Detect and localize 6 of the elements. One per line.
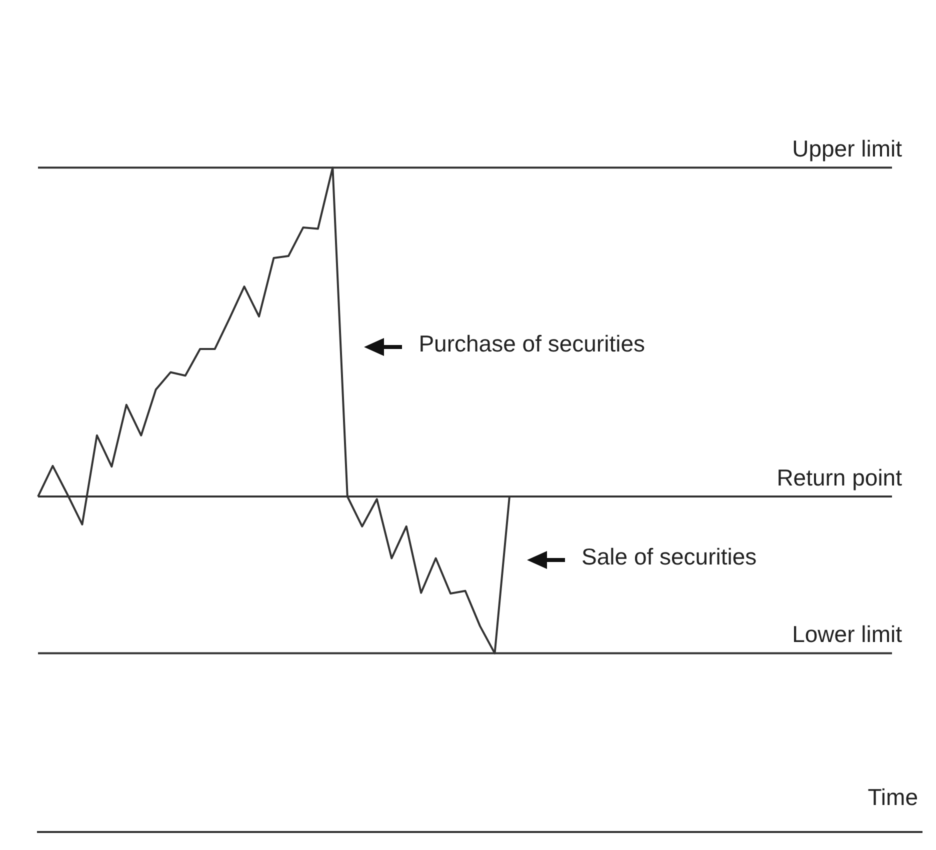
ref-line-label: Lower limit bbox=[792, 621, 903, 648]
ref-line-label: Return point bbox=[776, 464, 903, 490]
x-axis-title: Time bbox=[868, 784, 918, 810]
annotation: Purchase of securities bbox=[418, 330, 645, 356]
annotation: Sale of securities bbox=[582, 544, 757, 570]
ref-line-label: Upper limit bbox=[792, 135, 903, 162]
